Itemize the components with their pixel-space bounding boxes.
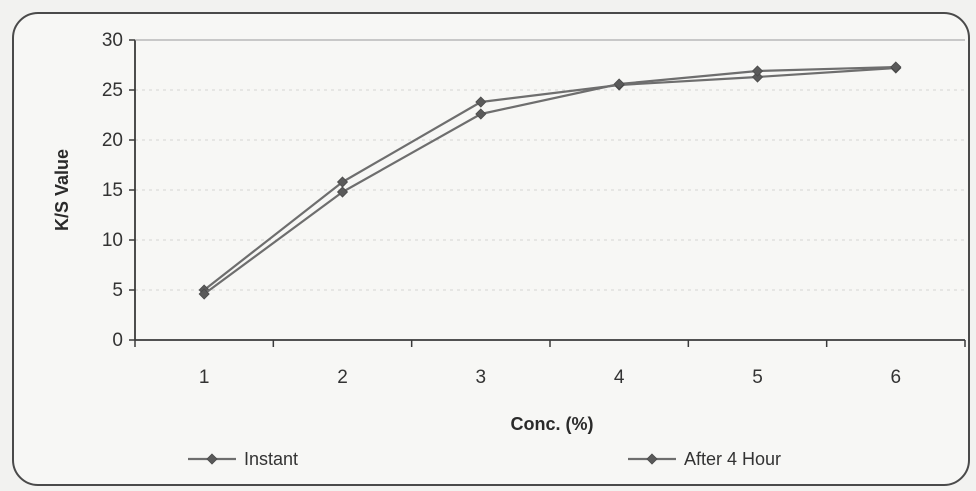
chart-frame (12, 12, 970, 486)
y-axis-title: K/S Value (52, 149, 72, 231)
y-tick-label: 15 (102, 180, 123, 201)
series-lines (198, 61, 902, 300)
x-tick-label: 5 (752, 367, 763, 388)
y-tick-label: 0 (112, 330, 123, 351)
data-point (613, 78, 625, 90)
data-point (751, 65, 764, 77)
data-point (198, 288, 210, 300)
x-axis-title: Conc. (%) (511, 414, 594, 434)
legend-label: Instant (244, 449, 298, 469)
series-after-4-hour (198, 61, 902, 300)
data-point (890, 61, 902, 73)
y-tick-label: 20 (102, 130, 123, 151)
series-line (203, 65, 896, 295)
x-tick-label: 6 (891, 367, 902, 388)
legend: Instant After 4 Hour (188, 449, 781, 469)
series-instant (198, 62, 902, 296)
y-tick-label: 25 (102, 80, 123, 101)
legend-marker (206, 453, 218, 465)
legend-label: After 4 Hour (684, 449, 781, 469)
legend-item: Instant (188, 449, 298, 469)
x-tick-label: 3 (476, 367, 487, 388)
legend-marker (646, 453, 658, 465)
legend-item: After 4 Hour (628, 449, 781, 469)
axes (129, 39, 966, 347)
x-tick-label: 4 (614, 367, 625, 388)
y-tick-label: 30 (102, 30, 123, 51)
data-point (475, 96, 487, 108)
data-point (751, 71, 764, 83)
data-point (475, 108, 487, 120)
y-tick-label: 10 (102, 230, 123, 251)
y-tick-label: 5 (112, 280, 123, 301)
data-point (336, 186, 349, 198)
series-line (203, 66, 896, 291)
x-tick-label: 2 (337, 367, 348, 388)
tick-labels: 0 5 10 15 20 25 30 1 2 3 4 5 6 (102, 30, 901, 388)
x-tick-label: 1 (199, 367, 210, 388)
